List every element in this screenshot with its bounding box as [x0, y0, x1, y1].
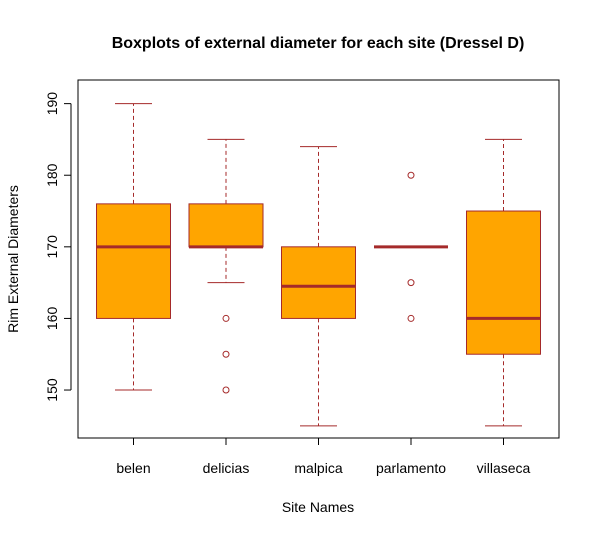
y-axis: 150 160 170 180 190 — [44, 92, 72, 402]
outlier-point — [407, 314, 415, 322]
x-axis-label: Site Names — [282, 499, 354, 515]
y-tick-label: 180 — [44, 163, 60, 187]
outlier-point — [222, 386, 230, 394]
y-axis-label: Rim External Diameters — [5, 185, 21, 333]
box-group-delicias — [188, 138, 264, 394]
y-tick-label: 170 — [44, 235, 60, 259]
x-tick-label: malpica — [294, 460, 342, 476]
outlier-point — [407, 171, 415, 179]
y-tick-label: 160 — [44, 307, 60, 331]
chart-title: Boxplots of external diameter for each s… — [112, 35, 525, 52]
box-group-villaseca — [466, 138, 541, 427]
iqr-box — [96, 203, 171, 319]
box-series — [96, 103, 541, 427]
y-tick-label: 150 — [44, 378, 60, 402]
outlier-point — [222, 314, 230, 322]
x-tick-label: belen — [116, 460, 150, 476]
iqr-box — [466, 210, 541, 355]
outlier-point — [222, 350, 230, 358]
iqr-box — [281, 246, 356, 319]
iqr-box — [188, 203, 264, 248]
x-axis: belen delicias malpica parlamento villaseca — [116, 438, 531, 476]
x-tick-label: delicias — [203, 460, 250, 476]
outlier-point — [407, 279, 415, 287]
x-tick-label: villaseca — [477, 460, 531, 476]
x-tick-label: parlamento — [376, 460, 446, 476]
box-group-parlamento — [374, 171, 448, 322]
y-tick-label: 190 — [44, 92, 60, 116]
box-group-belen — [96, 103, 171, 391]
box-group-malpica — [281, 146, 356, 427]
